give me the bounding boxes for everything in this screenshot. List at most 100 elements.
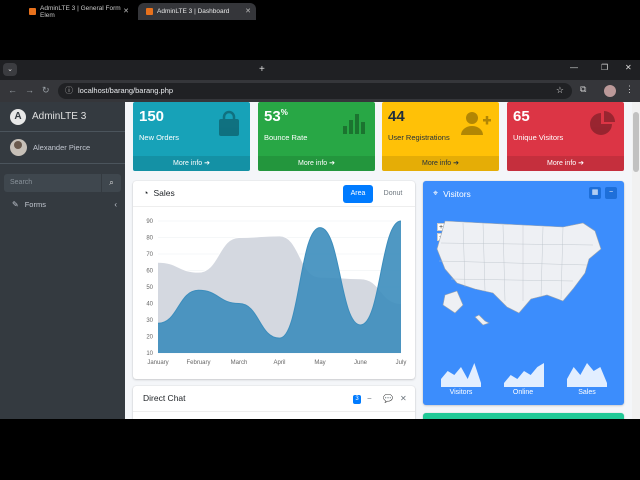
sparkline-label: Sales <box>578 389 596 396</box>
sparkline-sales <box>567 363 607 387</box>
sparkline-area <box>441 363 481 387</box>
y-tick-label: 30 <box>146 318 153 324</box>
x-tick-label: February <box>186 360 210 366</box>
brand-link[interactable]: A AdminLTE 3 <box>0 102 125 132</box>
close-icon[interactable]: ✕ <box>400 394 407 403</box>
tab-title: AdminLTE 3 | Dashboard <box>157 8 230 15</box>
new-tab-button[interactable]: + <box>259 64 265 75</box>
user-name[interactable]: Alexander Pierce <box>33 143 91 152</box>
stat-suffix: % <box>280 108 288 117</box>
stat-label: Unique Visitors <box>513 133 564 142</box>
card-title: Sales <box>153 188 175 198</box>
bookmark-star-icon[interactable]: ☆ <box>555 85 564 95</box>
profile-avatar[interactable] <box>604 85 616 97</box>
back-arrow-icon[interactable]: ← <box>8 85 17 95</box>
x-tick-label: January <box>147 360 168 366</box>
forward-arrow-icon[interactable]: → <box>25 85 34 95</box>
message-count-badge: 3 <box>353 395 361 404</box>
scrollbar-thumb[interactable] <box>633 112 639 172</box>
minus-icon[interactable]: − <box>367 394 372 403</box>
more-info-link[interactable]: More info ➔ <box>382 156 499 171</box>
sidebar-search: Search ⌕ <box>4 174 121 192</box>
extensions-icon[interactable]: ⧉ <box>580 84 587 94</box>
x-tick-label: April <box>273 360 285 366</box>
stat-box-bounce-rate: 53% Bounce Rate More info ➔ <box>258 102 375 171</box>
stat-box-user-registrations: 44 User Registrations More info ➔ <box>382 102 499 171</box>
more-info-link[interactable]: More info ➔ <box>507 156 624 171</box>
adminlte-logo-icon: A <box>10 108 26 125</box>
more-info-label: More info <box>172 160 203 167</box>
x-tick-label: July <box>396 360 407 366</box>
more-info-link[interactable]: More info ➔ <box>133 156 250 171</box>
user-plus-icon <box>461 110 491 143</box>
bar-chart-icon <box>341 110 367 143</box>
sales-area-chart: 10 20 30 40 50 60 70 80 90 January February March Ap… <box>146 219 407 366</box>
comments-icon[interactable]: 💬 <box>383 394 393 403</box>
menu-kebab-icon[interactable]: ⋮ <box>625 84 634 94</box>
sidebar-search-input[interactable]: Search <box>4 174 101 192</box>
stat-value: 44 <box>388 108 405 125</box>
tab-area[interactable]: Area <box>343 185 373 203</box>
page-scrollbar[interactable] <box>632 102 640 419</box>
sparkline-label: Online <box>512 389 534 396</box>
more-info-label: More info <box>421 160 452 167</box>
stat-label: New Orders <box>139 133 180 142</box>
adminlte-favicon-icon <box>146 8 153 15</box>
direct-chat-card: Direct Chat 3 − 💬 ✕ <box>133 386 415 419</box>
minimize-icon[interactable]: — <box>570 63 578 72</box>
sparkline-area <box>567 363 607 387</box>
tab-search-button[interactable]: ⌄ <box>3 63 17 76</box>
visitors-card-header: ⌖ Visitors ▦ − <box>423 181 624 207</box>
y-tick-label: 90 <box>146 219 153 225</box>
more-info-label: More info <box>297 160 328 167</box>
collapse-icon[interactable]: − <box>605 187 617 199</box>
user-panel[interactable]: Alexander Pierce <box>0 132 125 164</box>
edit-icon: ✎ <box>12 200 19 209</box>
web-page: A AdminLTE 3 Alexander Pierce Search ⌕ ✎… <box>0 102 640 419</box>
series-line <box>157 220 402 339</box>
stat-value: 150 <box>139 108 165 125</box>
y-tick-label: 40 <box>146 302 153 308</box>
y-tick-label: 10 <box>146 351 153 357</box>
browser-tab-strip <box>0 60 640 80</box>
tab-donut[interactable]: Donut <box>383 190 403 197</box>
shopping-bag-icon <box>216 110 242 145</box>
close-tab-icon[interactable]: ✕ <box>245 8 251 15</box>
y-tick-label: 60 <box>146 269 153 275</box>
address-bar[interactable]: ⓘ localhost/barang/barang.php ☆ <box>58 83 572 99</box>
stat-box-new-orders: 150 New Orders More info ➔ <box>133 102 250 171</box>
close-window-icon[interactable]: ✕ <box>625 63 632 72</box>
sparkline-area <box>504 363 544 387</box>
sparkline-online <box>504 363 544 387</box>
site-info-icon[interactable]: ⓘ <box>65 86 73 95</box>
usa-map[interactable] <box>423 209 624 349</box>
search-icon[interactable]: ⌕ <box>101 174 121 192</box>
arrow-circle-right-icon: ➔ <box>578 160 584 167</box>
chevron-left-icon: ‹ <box>114 200 117 209</box>
stat-label: User Registrations <box>388 133 450 142</box>
sidebar-item-forms[interactable]: ✎ Forms ‹ <box>12 200 117 209</box>
y-tick-label: 50 <box>146 285 153 291</box>
more-info-label: More info <box>546 160 577 167</box>
browser-tab-dashboard[interactable]: AdminLTE 3 | Dashboard ✕ <box>138 3 256 20</box>
sales-card-header: ◔ Sales Area Donut <box>133 181 415 207</box>
brand-text: AdminLTE 3 <box>32 111 87 122</box>
arrow-circle-right-icon: ➔ <box>204 160 210 167</box>
browser-tab-forms[interactable]: AdminLTE 3 | General Form Elem ✕ <box>21 3 134 20</box>
more-info-link[interactable]: More info ➔ <box>258 156 375 171</box>
map-marker-icon: ⌖ <box>433 188 439 198</box>
user-avatar <box>10 139 27 156</box>
restore-icon[interactable]: ❐ <box>601 63 609 72</box>
main-content: 150 New Orders More info ➔ 53% Bounce Ra… <box>125 102 632 419</box>
reload-icon[interactable]: ↻ <box>42 85 50 95</box>
close-tab-icon[interactable]: ✕ <box>123 8 129 15</box>
series-area <box>158 221 401 353</box>
visitors-card: ⌖Visitors ▦ − + − Vis <box>423 181 624 405</box>
y-tick-label: 70 <box>146 252 153 258</box>
x-tick-label: June <box>354 360 368 366</box>
calendar-icon[interactable]: ▦ <box>589 187 601 199</box>
stat-value: 53 <box>264 108 281 125</box>
stat-label: Bounce Rate <box>264 133 308 142</box>
y-tick-label: 20 <box>146 335 153 341</box>
